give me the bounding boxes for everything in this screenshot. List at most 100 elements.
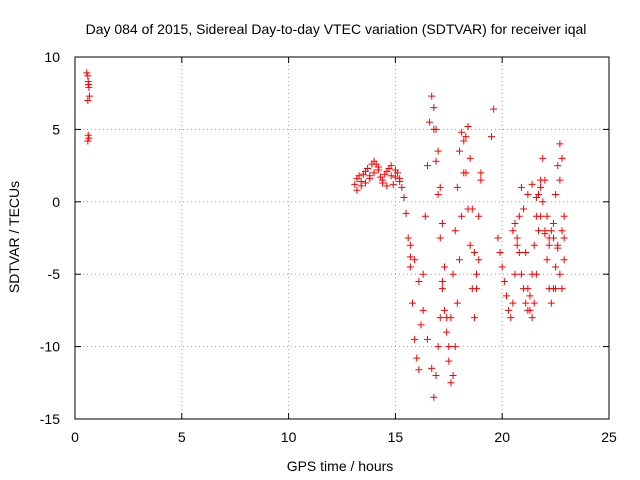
data-point	[552, 191, 560, 199]
data-point	[498, 263, 506, 271]
data-point	[496, 248, 504, 256]
data-point	[419, 306, 427, 314]
y-tick-label: 0	[52, 194, 60, 210]
data-point	[383, 182, 391, 190]
data-point	[432, 125, 440, 133]
data-point	[85, 134, 93, 142]
data-point	[391, 166, 399, 174]
data-point	[455, 256, 463, 264]
data-point	[387, 172, 395, 180]
data-point	[411, 256, 419, 264]
data-point	[391, 173, 399, 181]
data-point	[490, 105, 498, 113]
data-point	[432, 372, 440, 380]
data-point	[556, 176, 564, 184]
data-point	[532, 193, 540, 201]
y-tick-label: -10	[40, 339, 60, 355]
x-tick-label: 0	[71, 429, 79, 445]
data-point	[460, 137, 468, 145]
data-point	[357, 182, 365, 190]
data-point	[458, 128, 466, 136]
x-tick-label: 5	[178, 429, 186, 445]
x-tick-label: 10	[281, 429, 297, 445]
data-point	[445, 343, 453, 351]
data-point	[434, 191, 442, 199]
data-point	[445, 357, 453, 365]
data-point	[520, 285, 528, 293]
data-point	[522, 248, 530, 256]
data-point	[408, 299, 416, 307]
x-tick-label: 25	[601, 429, 617, 445]
data-point	[473, 270, 481, 278]
data-point	[537, 212, 545, 220]
data-point	[370, 169, 378, 177]
data-point	[458, 212, 466, 220]
x-axis-label: GPS time / hours	[287, 458, 394, 474]
data-point	[84, 137, 92, 145]
data-point	[552, 285, 560, 293]
data-point	[436, 183, 444, 191]
data-point	[488, 133, 496, 141]
data-point	[509, 299, 517, 307]
data-point	[560, 234, 568, 242]
data-point	[477, 176, 485, 184]
data-point	[539, 198, 547, 206]
data-point	[522, 299, 530, 307]
data-point	[475, 256, 483, 264]
data-point	[441, 263, 449, 271]
data-point	[470, 314, 478, 322]
data-point	[547, 227, 555, 235]
data-point	[507, 314, 515, 322]
data-point	[556, 270, 564, 278]
y-tick-label: -5	[48, 266, 61, 282]
data-point	[451, 227, 459, 235]
data-point	[545, 241, 553, 249]
data-point	[411, 335, 419, 343]
data-point	[505, 306, 513, 314]
data-points	[83, 69, 568, 401]
data-point	[355, 172, 363, 180]
chart-title: Day 084 of 2015, Sidereal Day-to-day VTE…	[86, 21, 587, 37]
data-point	[473, 285, 481, 293]
data-point	[441, 306, 449, 314]
y-tick-label: 5	[52, 121, 60, 137]
x-tick-label: 20	[494, 429, 510, 445]
data-point	[389, 180, 397, 188]
data-point	[524, 191, 532, 199]
data-point	[430, 104, 438, 112]
data-point	[558, 227, 566, 235]
data-point	[560, 212, 568, 220]
data-point	[406, 253, 414, 261]
data-point	[502, 292, 510, 300]
data-point	[351, 180, 359, 188]
data-point	[402, 209, 410, 217]
data-point	[415, 366, 423, 374]
data-point	[84, 81, 92, 89]
data-point	[543, 256, 551, 264]
data-point	[364, 164, 372, 172]
data-point	[558, 285, 566, 293]
data-point	[558, 154, 566, 162]
data-point	[556, 140, 564, 148]
data-point	[528, 314, 536, 322]
data-point	[438, 277, 446, 285]
data-point	[419, 270, 427, 278]
data-point	[515, 248, 523, 256]
data-point	[511, 220, 519, 228]
data-point	[428, 92, 436, 100]
data-point	[494, 234, 502, 242]
data-point	[374, 163, 382, 171]
data-point	[366, 175, 374, 183]
y-tick-label: 10	[44, 49, 60, 65]
data-point	[524, 306, 532, 314]
data-point	[541, 230, 549, 238]
data-point	[436, 234, 444, 242]
data-point	[438, 285, 446, 293]
data-point	[415, 277, 423, 285]
data-point	[470, 248, 478, 256]
data-point	[361, 179, 369, 187]
data-point	[447, 379, 455, 387]
data-point	[513, 234, 521, 242]
data-point	[423, 162, 431, 170]
